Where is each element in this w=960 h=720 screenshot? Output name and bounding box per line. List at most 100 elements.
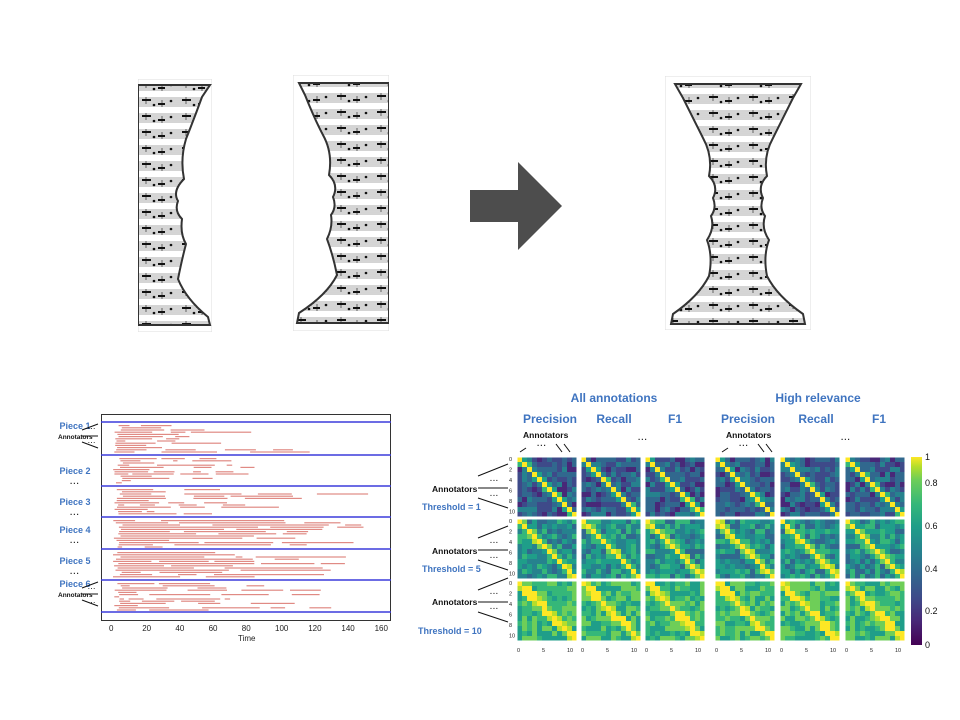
matrix-cell (700, 462, 706, 468)
matrix-cell (720, 616, 726, 622)
matrix-cell (700, 549, 706, 555)
matrix-cell (855, 512, 861, 518)
matrix-cell (740, 611, 746, 617)
matrix-cell (522, 586, 528, 592)
matrix-cell (596, 462, 602, 468)
matrix-cell (845, 477, 851, 483)
matrix-cell (825, 457, 831, 463)
matrix-cell (572, 631, 578, 637)
timeline-segments (113, 425, 369, 611)
matrix-cell (760, 564, 766, 570)
matrix-cell (785, 487, 791, 493)
matrix-cell (895, 534, 901, 540)
matrix-cell (855, 559, 861, 565)
matrix-cell (675, 606, 681, 612)
matrix-cell (900, 601, 906, 607)
matrix-cell (735, 457, 741, 463)
matrix-cell (735, 512, 741, 518)
matrix-cell (581, 467, 587, 473)
matrix-cell (660, 621, 666, 627)
matrix-cell (537, 477, 543, 483)
matrix-cell (606, 462, 612, 468)
matrix-cell (626, 636, 632, 642)
matrix-cell (865, 492, 871, 498)
matrix-cell (880, 554, 886, 560)
matrix-cell (700, 564, 706, 570)
matrix-y-tick: 6 (509, 551, 512, 557)
matrix-cell (591, 457, 597, 463)
matrix-cell (740, 534, 746, 540)
matrix-cell (645, 512, 651, 518)
matrix-cell (606, 487, 612, 493)
matrix-cell (875, 524, 881, 530)
matrix-cell (680, 611, 686, 617)
matrix-cell (532, 529, 538, 535)
matrix-cell (527, 626, 533, 632)
matrix-cell (680, 492, 686, 498)
matrix-cell (680, 626, 686, 632)
matrix-cell (517, 534, 523, 540)
matrix-cell (825, 502, 831, 508)
matrix-cell (900, 581, 906, 587)
matrix-cell (517, 559, 523, 565)
matrix-cell (810, 564, 816, 570)
annotation-segment (256, 537, 296, 539)
matrix-cell (895, 467, 901, 473)
matrix-cell (750, 477, 756, 483)
matrix-cell (680, 621, 686, 627)
matrix-cell (815, 512, 821, 518)
matrix-cell (552, 502, 558, 508)
matrix-cell (790, 621, 796, 627)
matrix-cell (581, 539, 587, 545)
matrix-cell (795, 487, 801, 493)
matrix-cell (616, 559, 622, 565)
matrix-cell (522, 591, 528, 597)
matrix-cell (755, 472, 761, 478)
matrix-cell (800, 544, 806, 550)
matrix-cell (572, 611, 578, 617)
matrix-cell (900, 569, 906, 575)
matrix-cell (810, 534, 816, 540)
matrix-cell (695, 621, 701, 627)
matrix-cell (850, 457, 856, 463)
matrix-cell (820, 492, 826, 498)
matrix-cell (720, 482, 726, 488)
matrix-cell (591, 626, 597, 632)
matrix-cell (665, 616, 671, 622)
matrix-cell (670, 472, 676, 478)
annotation-segment (121, 480, 131, 482)
matrix-cell (780, 534, 786, 540)
matrix-cell (572, 549, 578, 555)
matrix-cell (875, 549, 881, 555)
matrix-cell (557, 636, 563, 642)
matrix-cell (740, 586, 746, 592)
matrix-cell (720, 519, 726, 525)
matrix-cell (880, 519, 886, 525)
matrix-cell (760, 487, 766, 493)
matrix-x-tick: 0 (517, 648, 520, 654)
matrix-cell (685, 554, 691, 560)
matrix-cell (650, 462, 656, 468)
matrix-cell (770, 524, 776, 530)
matrix-cell (645, 497, 651, 503)
matrix-cell (567, 497, 573, 503)
matrix-cell (800, 549, 806, 555)
row-2-dots-lower: ... (490, 553, 499, 560)
matrix-cell (631, 591, 637, 597)
annotation-segment (183, 513, 212, 515)
matrix-cell (626, 534, 632, 540)
annotation-segment (226, 464, 233, 466)
matrix-cell (670, 569, 676, 575)
matrix-cell (631, 462, 637, 468)
matrix-cell (870, 512, 876, 518)
matrix-cell (720, 581, 726, 587)
matrix-cell (790, 574, 796, 580)
matrix-cell (895, 544, 901, 550)
matrix-cell (860, 601, 866, 607)
matrix-cell (885, 621, 891, 627)
matrix-cell (547, 601, 553, 607)
matrix-cell (591, 482, 597, 488)
matrix-cell (581, 559, 587, 565)
matrix-cell (740, 581, 746, 587)
matrix-border (644, 456, 706, 518)
